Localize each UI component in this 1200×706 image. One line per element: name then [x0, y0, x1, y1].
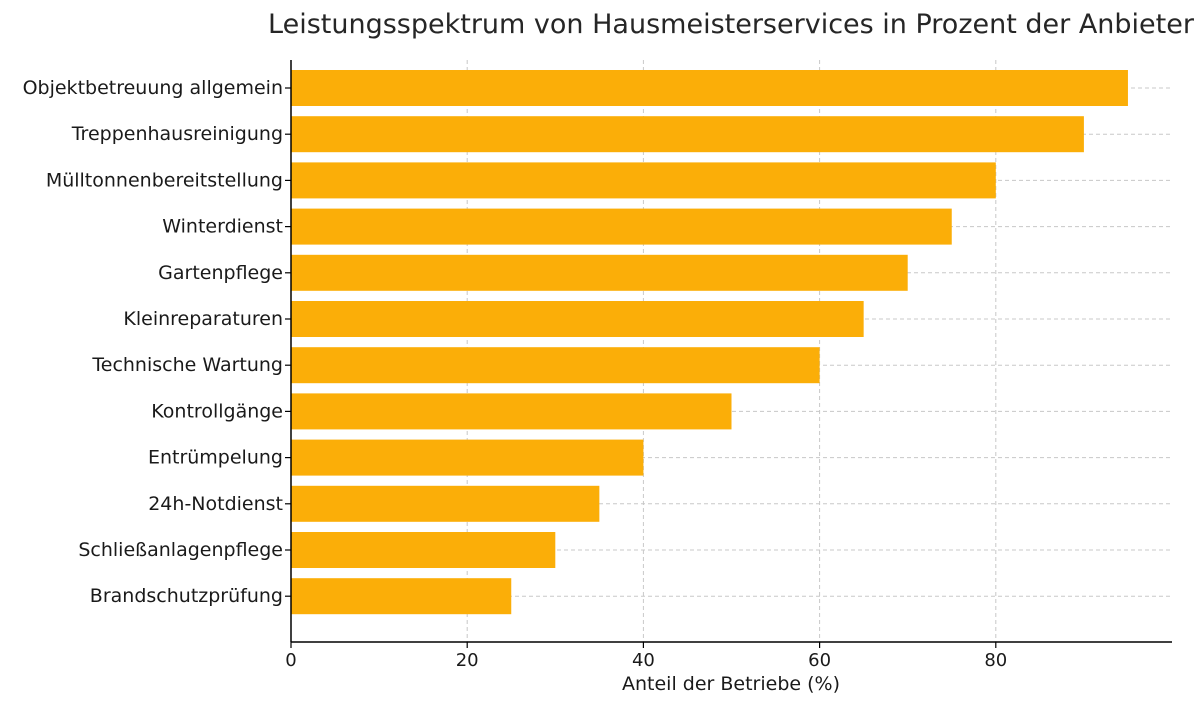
bar [291, 347, 820, 384]
category-label: Technische Wartung [91, 354, 283, 376]
x-axis-label: Anteil der Betriebe (%) [622, 673, 840, 695]
x-tick-label: 20 [456, 650, 479, 671]
x-tick-label: 80 [984, 650, 1007, 671]
x-tick-label: 0 [285, 650, 296, 671]
bar [291, 393, 732, 430]
bar [291, 254, 908, 291]
bar [291, 532, 556, 568]
bar [291, 485, 600, 522]
category-label: 24h-Notdienst [148, 493, 283, 515]
bar [291, 301, 864, 337]
bar [291, 439, 644, 476]
category-label: Entrümpelung [148, 447, 283, 469]
x-tick-label: 60 [808, 650, 831, 671]
category-label: Brandschutzprüfung [90, 585, 283, 607]
bars-layer [291, 70, 1128, 615]
x-ticks: 0 20 40 60 80 [285, 642, 1007, 671]
category-label: Kontrollgänge [151, 400, 283, 422]
bar [291, 578, 512, 615]
x-tick-label: 40 [632, 650, 655, 671]
category-labels: Objektbetreuung allgemein Treppenhausrein… [23, 77, 291, 607]
category-label: Mülltonnenbereitstellung [46, 169, 283, 191]
category-label: Winterdienst [162, 216, 283, 238]
bar [291, 162, 996, 199]
chart-title: Leistungsspektrum von Hausmeisterservice… [268, 9, 1195, 40]
category-label: Objektbetreuung allgemein [23, 77, 283, 99]
category-label: Kleinreparaturen [123, 308, 283, 330]
bar [291, 70, 1128, 106]
category-label: Gartenpflege [158, 262, 283, 284]
bar [291, 116, 1084, 153]
category-label: Schließanlagenpflege [78, 539, 283, 561]
category-label: Treppenhausreinigung [71, 123, 283, 145]
bar [291, 208, 952, 245]
